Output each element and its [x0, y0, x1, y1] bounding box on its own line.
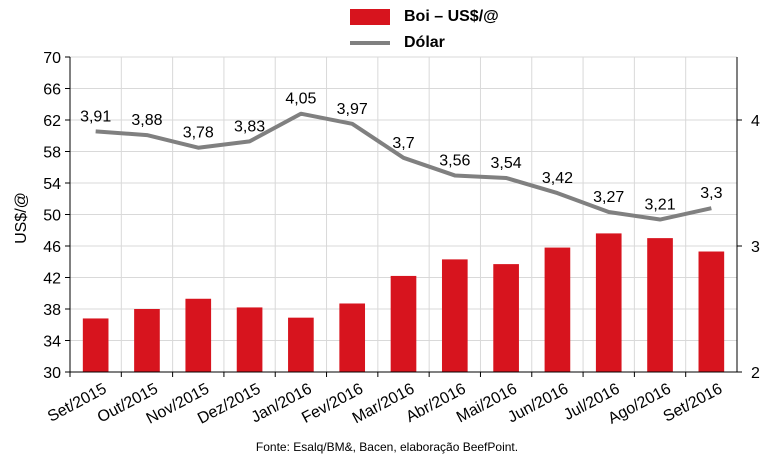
data-label: 4,05	[285, 91, 316, 108]
data-label: 3,7	[392, 135, 414, 152]
bar	[647, 238, 673, 372]
y2-tick-label: 2	[751, 365, 760, 382]
bar	[185, 298, 212, 372]
line-series: 3,91 3,88 3,78 3,83 4,05 3,97 3,7 3,56 3,54 3,42 3…	[80, 91, 723, 222]
dolar-line	[95, 111, 712, 222]
data-label: 3,91	[80, 108, 111, 125]
data-label: 3,88	[131, 112, 162, 129]
y-tick-label: 54	[43, 176, 61, 193]
bar	[441, 259, 468, 372]
data-label: 3,42	[542, 170, 573, 187]
y-tick-label: 58	[43, 145, 61, 162]
bar	[544, 247, 571, 372]
y2-tick-label: 4	[751, 113, 760, 130]
bars	[82, 233, 725, 372]
y-tick-label: 62	[43, 113, 61, 130]
bar	[236, 307, 263, 372]
bar	[339, 303, 366, 372]
data-label: 3,56	[439, 152, 470, 169]
data-label: 3,78	[183, 125, 214, 142]
y-tick-label: 38	[43, 302, 61, 319]
y-tick-label: 66	[43, 82, 61, 99]
data-label: 3,27	[593, 189, 624, 206]
axes: 3034384246505458626670234Set/2015Out/201…	[43, 50, 760, 428]
data-label: 3,83	[234, 118, 265, 135]
y-tick-label: 70	[43, 50, 61, 67]
legend-item-boi: Boi – US$/@	[350, 4, 499, 30]
data-label: 3,3	[700, 185, 722, 202]
legend-swatch-dolar	[350, 41, 390, 45]
bar	[134, 309, 160, 372]
legend-item-dolar: Dólar	[350, 30, 499, 56]
y-tick-label: 46	[43, 239, 61, 256]
bar	[698, 251, 725, 372]
data-label: 3,21	[644, 197, 675, 214]
x-tick-label: Set/2016	[661, 380, 726, 425]
y-axis-label: US$/@	[13, 192, 30, 244]
y-tick-label: 42	[43, 271, 61, 288]
bar	[288, 317, 314, 372]
data-label: 3,54	[491, 155, 522, 172]
data-label: 3,97	[337, 101, 368, 118]
legend-swatch-boi	[350, 9, 390, 25]
y-tick-label: 30	[43, 365, 61, 382]
bar	[595, 233, 622, 372]
bar	[82, 318, 109, 372]
legend: Boi – US$/@ Dólar	[350, 4, 499, 56]
legend-label-dolar: Dólar	[404, 34, 445, 51]
y-tick-label: 34	[43, 334, 61, 351]
bar	[390, 275, 417, 372]
y2-tick-label: 3	[751, 239, 760, 256]
legend-label-boi: Boi – US$/@	[404, 8, 499, 25]
source-note: Fonte: Esalq/BM&, Bacen, elaboração Beef…	[255, 440, 519, 454]
bar	[493, 264, 519, 372]
y-tick-label: 50	[43, 208, 61, 225]
